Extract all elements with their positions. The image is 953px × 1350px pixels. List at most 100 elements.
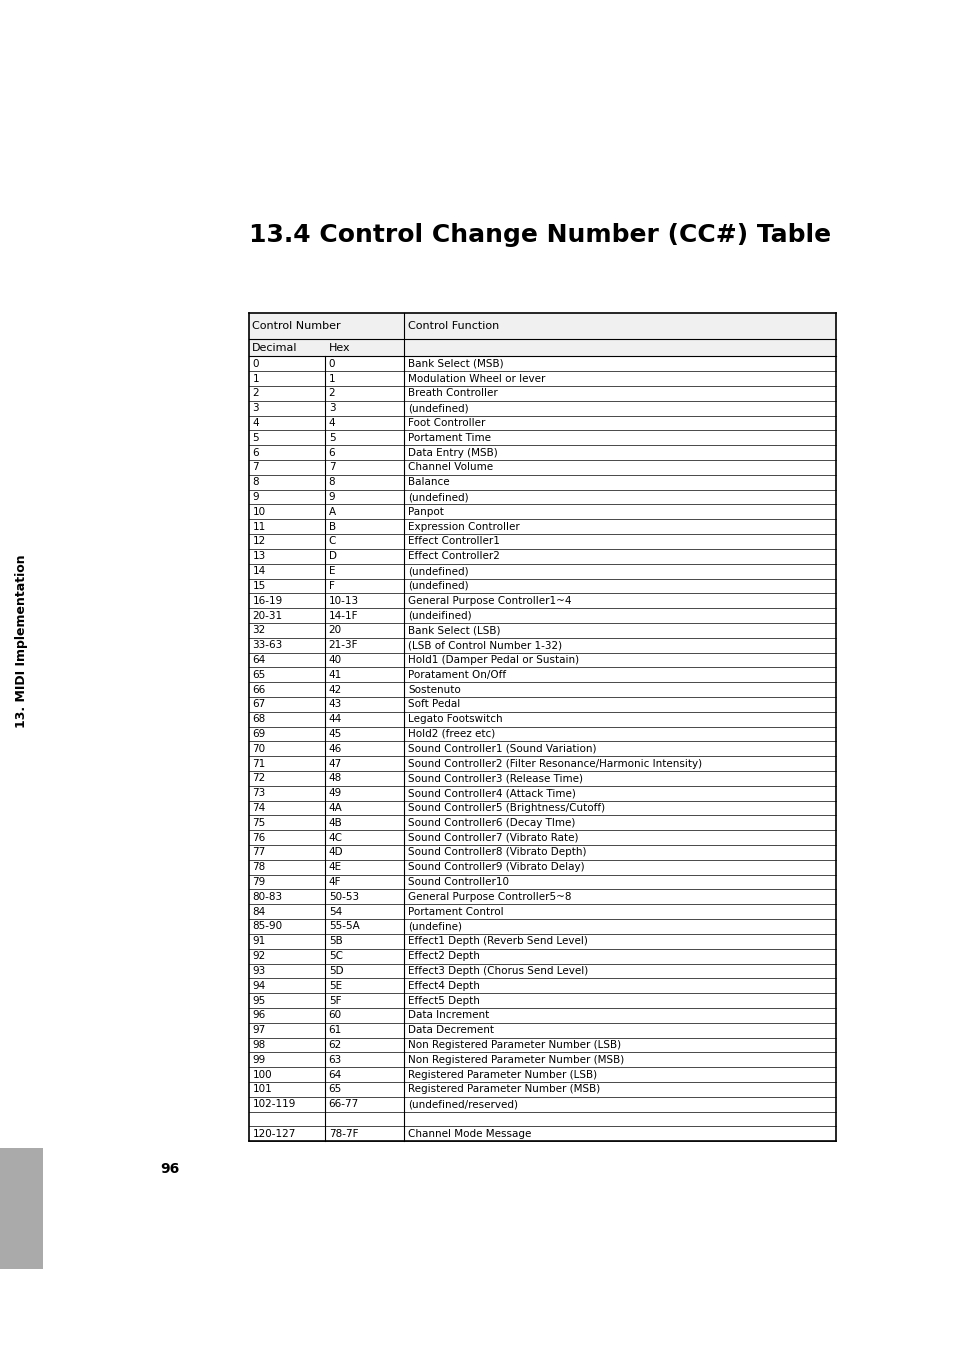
Text: 4D: 4D <box>329 848 343 857</box>
Text: 65: 65 <box>329 1084 341 1095</box>
Text: 11: 11 <box>252 521 265 532</box>
Text: 77: 77 <box>252 848 265 857</box>
Text: 65: 65 <box>252 670 265 680</box>
Text: Breath Controller: Breath Controller <box>408 389 497 398</box>
Text: 72: 72 <box>252 774 265 783</box>
Text: 6: 6 <box>329 448 335 458</box>
Text: 9: 9 <box>329 491 335 502</box>
Text: 48: 48 <box>329 774 341 783</box>
Text: 96: 96 <box>252 1010 265 1021</box>
Text: Sound Controller2 (Filter Resonance/Harmonic Intensity): Sound Controller2 (Filter Resonance/Harm… <box>408 759 701 768</box>
Text: Sound Controller10: Sound Controller10 <box>408 878 509 887</box>
Text: (undefined): (undefined) <box>408 580 468 591</box>
Text: Hold1 (Damper Pedal or Sustain): Hold1 (Damper Pedal or Sustain) <box>408 655 578 666</box>
FancyBboxPatch shape <box>0 1148 43 1269</box>
Text: Channel Volume: Channel Volume <box>408 463 493 472</box>
Text: 91: 91 <box>252 937 265 946</box>
Text: (undefined): (undefined) <box>408 404 468 413</box>
Text: 20-31: 20-31 <box>252 610 282 621</box>
Text: Bank Select (MSB): Bank Select (MSB) <box>408 359 503 369</box>
Text: 20: 20 <box>329 625 341 636</box>
Text: E: E <box>329 566 335 576</box>
Text: 5F: 5F <box>329 995 341 1006</box>
Text: 85-90: 85-90 <box>252 922 282 931</box>
Text: 4F: 4F <box>329 878 341 887</box>
Text: 41: 41 <box>329 670 341 680</box>
Text: 46: 46 <box>329 744 341 753</box>
Text: Non Registered Parameter Number (LSB): Non Registered Parameter Number (LSB) <box>408 1040 620 1050</box>
Text: 3: 3 <box>252 404 258 413</box>
Text: Panpot: Panpot <box>408 506 443 517</box>
Text: 73: 73 <box>252 788 265 798</box>
Text: Effect2 Depth: Effect2 Depth <box>408 952 479 961</box>
Text: 64: 64 <box>329 1069 341 1080</box>
Text: 13. MIDI Implementation: 13. MIDI Implementation <box>15 555 28 728</box>
Text: 4: 4 <box>252 418 258 428</box>
Text: 43: 43 <box>329 699 341 709</box>
Text: 70: 70 <box>252 744 265 753</box>
Text: Data Decrement: Data Decrement <box>408 1025 494 1035</box>
Text: (undefined): (undefined) <box>408 491 468 502</box>
Text: 4A: 4A <box>329 803 342 813</box>
Text: 13.4 Control Change Number (CC#) Table: 13.4 Control Change Number (CC#) Table <box>249 223 830 247</box>
Text: 75: 75 <box>252 818 265 828</box>
Text: Portament Control: Portament Control <box>408 907 503 917</box>
Text: 15: 15 <box>252 580 265 591</box>
FancyBboxPatch shape <box>249 339 836 356</box>
Text: 21-3F: 21-3F <box>329 640 358 651</box>
Text: 50-53: 50-53 <box>329 892 358 902</box>
Text: General Purpose Controller1~4: General Purpose Controller1~4 <box>408 595 571 606</box>
Text: Foot Controller: Foot Controller <box>408 418 485 428</box>
Text: 78: 78 <box>252 863 265 872</box>
Text: Decimal: Decimal <box>252 343 297 352</box>
Text: 5: 5 <box>329 433 335 443</box>
Text: 78-7F: 78-7F <box>329 1129 358 1139</box>
Text: 55-5A: 55-5A <box>329 922 359 931</box>
Text: 94: 94 <box>252 980 265 991</box>
Text: 32: 32 <box>252 625 265 636</box>
Text: 98: 98 <box>252 1040 265 1050</box>
Text: 5D: 5D <box>329 965 343 976</box>
Text: 4E: 4E <box>329 863 341 872</box>
Text: Effect Controller2: Effect Controller2 <box>408 551 499 562</box>
Text: 60: 60 <box>329 1010 341 1021</box>
Text: Sound Controller7 (Vibrato Rate): Sound Controller7 (Vibrato Rate) <box>408 833 578 842</box>
Text: (LSB of Control Number 1-32): (LSB of Control Number 1-32) <box>408 640 561 651</box>
Text: 74: 74 <box>252 803 265 813</box>
Text: 67: 67 <box>252 699 265 709</box>
Text: Data Entry (MSB): Data Entry (MSB) <box>408 448 497 458</box>
Text: 8: 8 <box>252 478 258 487</box>
Text: Channel Mode Message: Channel Mode Message <box>408 1129 531 1139</box>
Text: 64: 64 <box>252 655 265 666</box>
Text: 79: 79 <box>252 878 265 887</box>
Text: Sound Controller8 (Vibrato Depth): Sound Controller8 (Vibrato Depth) <box>408 848 586 857</box>
Text: 47: 47 <box>329 759 341 768</box>
Text: Sostenuto: Sostenuto <box>408 684 460 694</box>
Text: Sound Controller4 (Attack Time): Sound Controller4 (Attack Time) <box>408 788 576 798</box>
Text: 5E: 5E <box>329 980 341 991</box>
Text: 63: 63 <box>329 1054 341 1065</box>
Text: 3: 3 <box>329 404 335 413</box>
Text: Non Registered Parameter Number (MSB): Non Registered Parameter Number (MSB) <box>408 1054 623 1065</box>
Text: 5C: 5C <box>329 952 342 961</box>
Text: 76: 76 <box>252 833 265 842</box>
Text: (undeifined): (undeifined) <box>408 610 471 621</box>
Text: 12: 12 <box>252 536 265 547</box>
Text: Control Function: Control Function <box>408 321 498 331</box>
Text: 13: 13 <box>252 551 265 562</box>
Text: Effect3 Depth (Chorus Send Level): Effect3 Depth (Chorus Send Level) <box>408 965 588 976</box>
Text: 4B: 4B <box>329 818 342 828</box>
Text: 62: 62 <box>329 1040 341 1050</box>
Text: Poratament On/Off: Poratament On/Off <box>408 670 506 680</box>
Text: Sound Controller5 (Brightness/Cutoff): Sound Controller5 (Brightness/Cutoff) <box>408 803 604 813</box>
Text: 45: 45 <box>329 729 341 738</box>
Text: (undefine): (undefine) <box>408 922 461 931</box>
Text: Balance: Balance <box>408 478 449 487</box>
Text: D: D <box>329 551 336 562</box>
Text: 0: 0 <box>329 359 335 369</box>
Text: 66-77: 66-77 <box>329 1099 358 1110</box>
Text: 5: 5 <box>252 433 258 443</box>
Text: 120-127: 120-127 <box>252 1129 295 1139</box>
Text: F: F <box>329 580 335 591</box>
Text: 61: 61 <box>329 1025 341 1035</box>
